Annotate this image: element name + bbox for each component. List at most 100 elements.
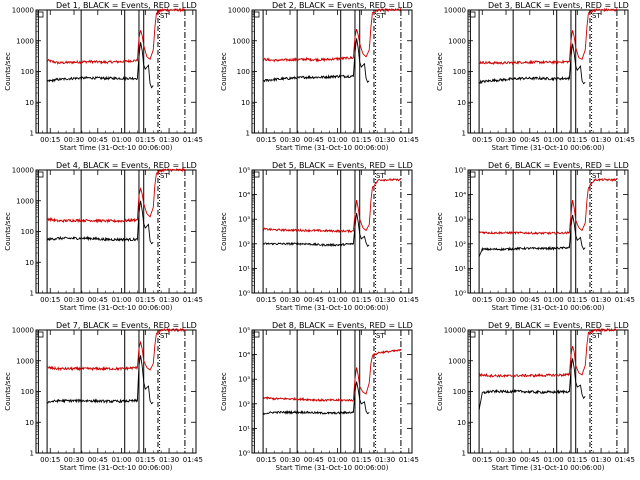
x-tick-label: 01:45 (183, 136, 203, 144)
x-tick-label: 00:45 (304, 296, 324, 304)
marker-label: ST (160, 332, 169, 340)
y-tick-label: 10³ (454, 216, 466, 224)
series-events-line (46, 200, 154, 245)
x-tick-label: 00:45 (520, 136, 540, 144)
x-tick-label: 01:30 (159, 296, 179, 304)
x-tick-label: 00:15 (40, 296, 60, 304)
series-lld-line (46, 7, 186, 65)
y-tick-label: 10¹ (238, 265, 250, 273)
y-tick-label: 10 (25, 419, 34, 427)
panel-det-4: Det 4, BLACK = Events, RED = LLD 1 10 100 10… (4, 161, 203, 312)
x-axis-label: Start Time (31-Oct-10 00:06:00) (276, 304, 389, 312)
marker-label: ST (376, 12, 385, 20)
plot-frame (251, 169, 413, 294)
chart-title: Det 7, BLACK = Events, RED = LLD (56, 321, 197, 330)
marker-label: ST (592, 172, 601, 180)
x-tick-label: 01:15 (567, 296, 587, 304)
y-axis-label: Counts/sec (220, 372, 228, 411)
y-tick-label: 10 (457, 419, 466, 427)
x-tick-label: 01:00 (327, 456, 347, 464)
y-tick-label: 10³ (238, 376, 250, 384)
x-tick-label: 00:30 (280, 136, 300, 144)
x-axis-label: Start Time (31-Oct-10 00:06:00) (60, 464, 173, 472)
marker-label: ST (592, 332, 601, 340)
marker-label: ST (160, 12, 169, 20)
series-lld-line (478, 7, 618, 66)
y-tick-label: 10⁵ (238, 327, 250, 335)
panel-det-3: Det 3, BLACK = Events, RED = LLD 1 10 100 10… (436, 1, 635, 152)
x-tick-label: 01:15 (351, 296, 371, 304)
plot-frame (251, 9, 413, 134)
y-axis-label: Counts/sec (4, 52, 12, 91)
y-tick-label: 10⁰ (454, 290, 466, 298)
x-tick-label: 00:15 (256, 136, 276, 144)
x-tick-label: 00:15 (472, 136, 492, 144)
start-box-icon (253, 11, 260, 18)
y-axis-label: Counts/sec (4, 212, 12, 251)
y-tick-label: 100 (21, 388, 34, 396)
series-lld-line (46, 327, 186, 372)
plot-frame (467, 169, 629, 294)
x-axis-label: Start Time (31-Oct-10 00:06:00) (492, 304, 605, 312)
y-tick-label: 10³ (238, 216, 250, 224)
x-tick-label: 01:00 (543, 296, 563, 304)
y-tick-label: 1000 (16, 197, 34, 205)
x-tick-label: 01:30 (591, 296, 611, 304)
y-tick-label: 1 (30, 130, 34, 138)
x-tick-label: 01:15 (567, 136, 587, 144)
y-axis-label: Counts/sec (436, 212, 444, 251)
x-tick-label: 00:45 (88, 456, 108, 464)
y-tick-label: 1000 (16, 37, 34, 45)
x-axis-label: Start Time (31-Oct-10 00:06:00) (492, 144, 605, 152)
x-tick-label: 00:30 (280, 456, 300, 464)
x-tick-label: 00:45 (88, 296, 108, 304)
x-tick-label: 01:45 (615, 136, 635, 144)
series-lld-line (262, 7, 402, 63)
y-tick-label: 100 (21, 68, 34, 76)
series-lld-line (46, 167, 186, 224)
x-tick-label: 01:00 (543, 136, 563, 144)
x-tick-label: 00:30 (496, 136, 516, 144)
x-tick-label: 00:45 (304, 456, 324, 464)
x-tick-label: 01:30 (375, 456, 395, 464)
y-tick-label: 10⁰ (238, 450, 250, 458)
y-tick-label: 10⁴ (238, 191, 250, 199)
start-box-icon (253, 171, 260, 178)
chart-title: Det 8, BLACK = Events, RED = LLD (272, 321, 413, 330)
x-tick-label: 01:30 (159, 456, 179, 464)
x-tick-label: 01:15 (135, 296, 155, 304)
x-tick-label: 00:30 (280, 296, 300, 304)
y-tick-label: 10⁴ (238, 351, 250, 359)
panel-det-2: Det 2, BLACK = Events, RED = LLD 1 10 100 10… (220, 1, 419, 152)
series-lld-line (262, 178, 402, 234)
y-tick-label: 100 (453, 68, 466, 76)
y-tick-label: 10⁵ (238, 167, 250, 175)
x-tick-label: 01:15 (135, 456, 155, 464)
x-tick-label: 01:00 (543, 456, 563, 464)
series-events-line (478, 43, 586, 85)
series-lld-line (262, 349, 402, 403)
y-tick-label: 10² (238, 240, 250, 248)
chart-title: Det 6, BLACK = Events, RED = LLD (488, 161, 629, 170)
start-box-icon (469, 11, 476, 18)
x-tick-label: 00:30 (64, 456, 84, 464)
x-tick-label: 01:30 (375, 136, 395, 144)
y-tick-label: 1000 (16, 357, 34, 365)
x-axis-label: Start Time (31-Oct-10 00:06:00) (492, 464, 605, 472)
panel-det-5: Det 5, BLACK = Events, RED = LLD 10⁰ 10¹ 10… (220, 161, 419, 312)
x-tick-label: 01:45 (615, 296, 635, 304)
x-tick-label: 00:15 (256, 456, 276, 464)
chart-title: Det 2, BLACK = Events, RED = LLD (272, 1, 413, 10)
x-tick-label: 01:00 (111, 456, 131, 464)
y-axis-label: Counts/sec (220, 52, 228, 91)
start-box-icon (37, 331, 44, 338)
y-axis-label: Counts/sec (436, 52, 444, 91)
series-events-line (46, 355, 154, 405)
y-tick-label: 1000 (448, 37, 466, 45)
y-axis-label: Counts/sec (220, 212, 228, 251)
x-tick-label: 01:15 (135, 136, 155, 144)
x-axis-label: Start Time (31-Oct-10 00:06:00) (60, 304, 173, 312)
y-tick-label: 10 (241, 99, 250, 107)
x-tick-label: 00:15 (40, 136, 60, 144)
series-events-line (262, 381, 370, 416)
